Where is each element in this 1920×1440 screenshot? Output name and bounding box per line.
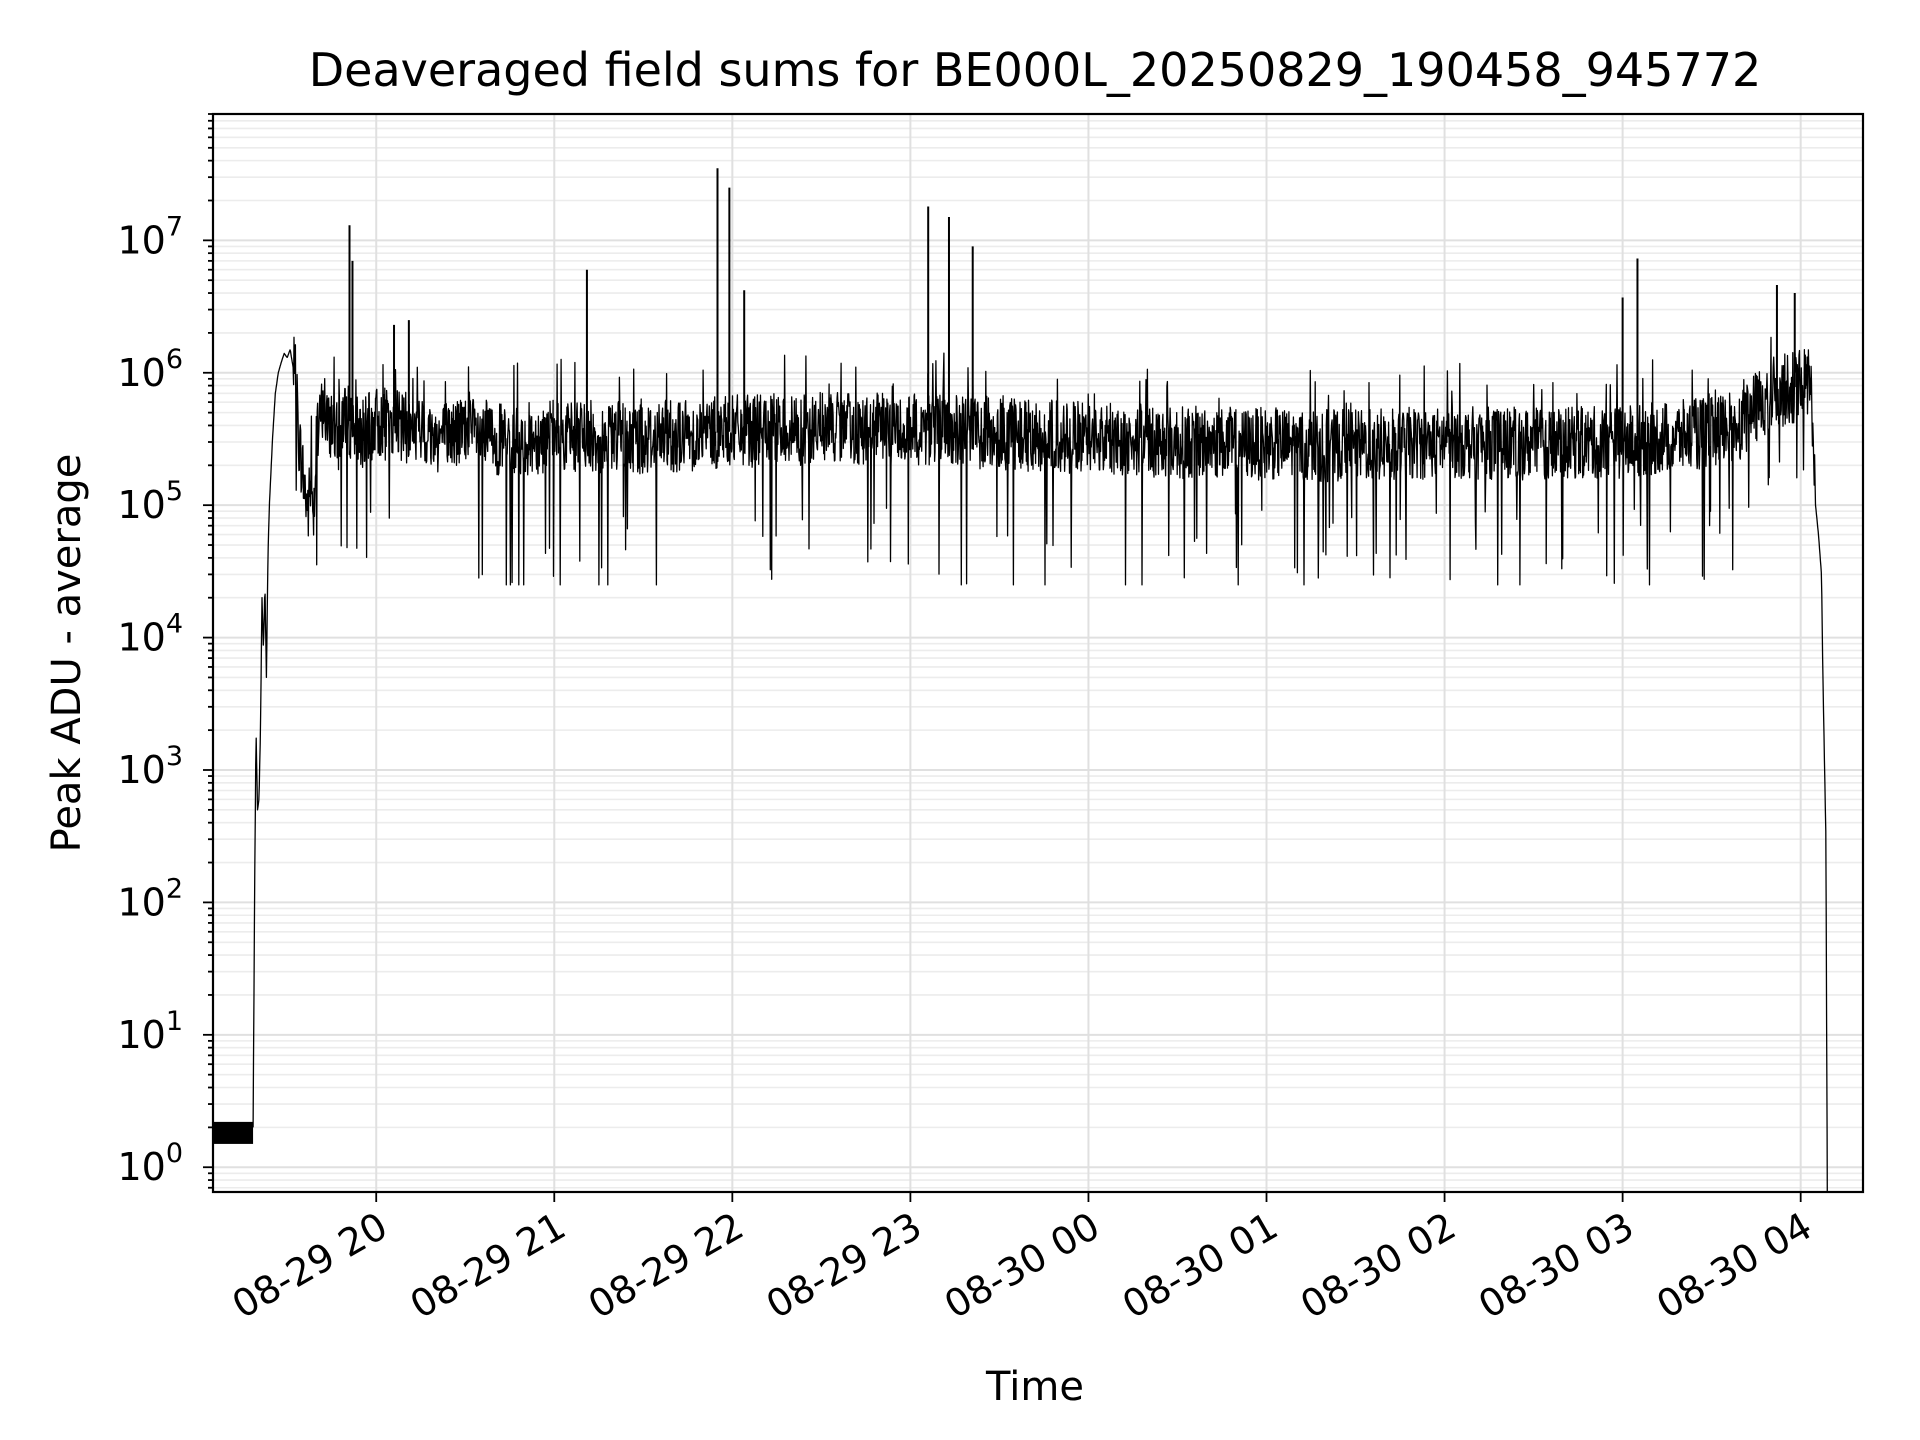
y-tick-label: 107 [117, 211, 183, 262]
x-tick-label: 08-30 01 [1115, 1204, 1285, 1328]
x-axis: 08-29 20 08-29 21 08-29 22 08-29 23 08-30 00… [225, 1192, 1819, 1327]
series-group [213, 168, 1828, 1192]
y-tick-label: 103 [117, 741, 183, 792]
x-tick-label: 08-29 21 [403, 1204, 573, 1328]
y-tick-label: 104 [117, 609, 183, 660]
plot-area [213, 168, 1828, 1192]
y-tick-label: 101 [117, 1006, 183, 1057]
y-tick-label: 100 [117, 1138, 183, 1189]
chart-title: Deaveraged field sums for BE000L_2025082… [309, 43, 1762, 97]
y-tick-label: 106 [117, 344, 183, 395]
x-tick-label: 08-29 23 [759, 1204, 929, 1328]
x-tick-label: 08-30 00 [937, 1204, 1107, 1328]
x-tick-label: 08-30 02 [1293, 1204, 1463, 1328]
y-axis: 100 101 102 103 104 105 106 107 [117, 113, 213, 1189]
x-tick-label: 08-30 04 [1649, 1204, 1819, 1328]
series-line [252, 336, 1828, 1192]
y-axis-label: Peak ADU - average [44, 454, 90, 853]
x-tick-label: 08-29 20 [225, 1204, 395, 1328]
grid [213, 113, 1863, 1192]
x-axis-label: Time [985, 1364, 1084, 1410]
y-tick-label: 102 [117, 873, 183, 924]
x-tick-label: 08-29 22 [581, 1204, 751, 1328]
y-tick-label: 105 [117, 476, 183, 527]
plot-frame [211, 112, 1865, 1194]
x-tick-label: 08-30 03 [1471, 1204, 1641, 1328]
initial-band [213, 1121, 254, 1144]
